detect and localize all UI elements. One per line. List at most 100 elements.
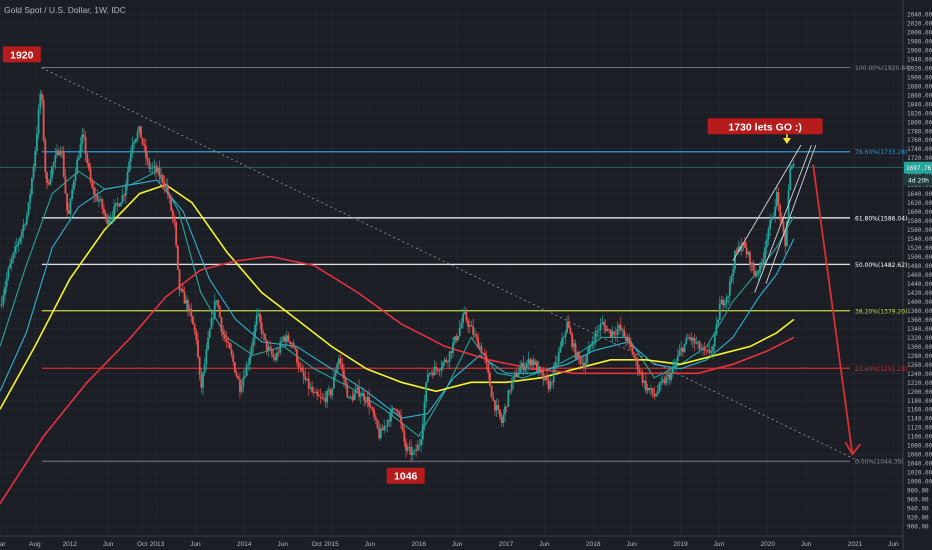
candle-body: [683, 343, 686, 352]
candle-body: [324, 397, 327, 403]
y-tick-label: 1220.00: [907, 380, 932, 387]
candle-body: [636, 358, 639, 370]
candle-body: [166, 184, 169, 195]
candle-body: [613, 331, 615, 335]
candle-body: [369, 406, 372, 408]
candle-body: [57, 150, 60, 156]
x-tick-label: Jun: [626, 541, 637, 548]
candle-body: [447, 361, 449, 363]
candle-body: [354, 390, 357, 394]
candle-body: [707, 350, 709, 352]
candle-body: [233, 362, 236, 373]
candle-body: [82, 134, 85, 137]
candle-body: [146, 157, 149, 161]
candle-body: [280, 340, 283, 342]
candle-body: [646, 387, 649, 391]
y-tick-label: 1320.00: [907, 335, 932, 342]
y-tick-label: 1800.00: [907, 119, 932, 126]
y-tick-label: 1900.00: [907, 74, 932, 81]
annotation-text: 1730 lets GO :): [728, 121, 802, 133]
candle-body: [720, 299, 723, 305]
candle-body: [140, 126, 142, 139]
x-tick-label: Jun: [103, 541, 114, 548]
x-tick-label: Jun: [539, 541, 550, 548]
candle-body: [598, 330, 600, 332]
y-tick-label: 1000.00: [907, 479, 932, 486]
candle-body: [212, 318, 214, 319]
candle-body: [619, 325, 622, 331]
candle-body: [25, 214, 28, 225]
forecast-arrow-head: [844, 441, 862, 456]
x-tick-label: Jun: [801, 541, 812, 548]
candle-body: [185, 300, 188, 304]
candle-body: [77, 157, 80, 160]
candle-body: [401, 423, 404, 431]
candle-body: [93, 187, 95, 195]
candle-body: [322, 397, 325, 399]
candle-body: [304, 376, 307, 381]
candle-body: [118, 203, 121, 207]
x-tick-label: Aug: [29, 541, 41, 548]
candle-body: [792, 163, 795, 166]
candle-body: [735, 251, 738, 253]
candle-body: [653, 394, 656, 397]
candle-body: [210, 318, 213, 329]
candle-body: [551, 381, 553, 383]
candle-body: [99, 199, 102, 201]
candle-body: [155, 166, 157, 172]
candle-body: [135, 138, 137, 142]
candle-body: [722, 299, 725, 306]
candle-body: [462, 313, 464, 323]
candle-body: [0, 303, 3, 306]
candle-body: [200, 374, 203, 388]
candle-body: [64, 176, 67, 194]
candle-body: [680, 347, 683, 351]
candle-body: [596, 330, 599, 332]
candle-body: [740, 245, 743, 251]
fib-level-label: 38.20%(1379.20): [855, 308, 907, 315]
candle-body: [747, 251, 750, 255]
candle-body: [712, 346, 714, 352]
candle-body: [455, 336, 458, 341]
candle-body: [405, 442, 407, 451]
candle-body: [71, 189, 74, 199]
x-tick-label: Jun: [190, 541, 201, 548]
candle-body: [660, 381, 662, 384]
candle-body: [67, 210, 70, 214]
candle-body: [678, 350, 681, 356]
candle-body: [225, 338, 228, 343]
candle-body: [692, 338, 694, 341]
candle-body: [764, 247, 766, 260]
candle-body: [187, 300, 189, 311]
candle-body: [759, 262, 761, 273]
candle-body: [495, 405, 498, 411]
x-tick-label: 2019: [673, 541, 688, 548]
candle-body: [12, 252, 15, 260]
candle-body: [319, 396, 322, 398]
candle-body: [326, 391, 329, 403]
candle-body: [673, 365, 676, 368]
candle-body: [384, 425, 387, 427]
candle-body: [675, 361, 678, 366]
candle-body: [228, 342, 231, 349]
candle-body: [512, 377, 515, 383]
candle-body: [750, 262, 753, 266]
candle-body: [309, 387, 312, 389]
candle-body: [599, 323, 602, 331]
candle-body: [180, 288, 183, 291]
y-tick-label: 1060.00: [907, 452, 932, 459]
candle-body: [450, 351, 453, 353]
y-tick-label: 1760.00: [907, 137, 932, 144]
y-tick-label: 1640.00: [907, 191, 932, 198]
candle-body: [648, 387, 651, 390]
candle-body: [262, 333, 265, 335]
candle-body: [631, 347, 634, 355]
candle-body: [168, 194, 171, 199]
candle-body: [121, 195, 124, 203]
candle-body: [789, 168, 792, 190]
candle-body: [363, 393, 365, 401]
fib-level-label: 78.60%(1733.28): [855, 149, 907, 156]
countdown-text: 4d 20h: [908, 178, 929, 185]
